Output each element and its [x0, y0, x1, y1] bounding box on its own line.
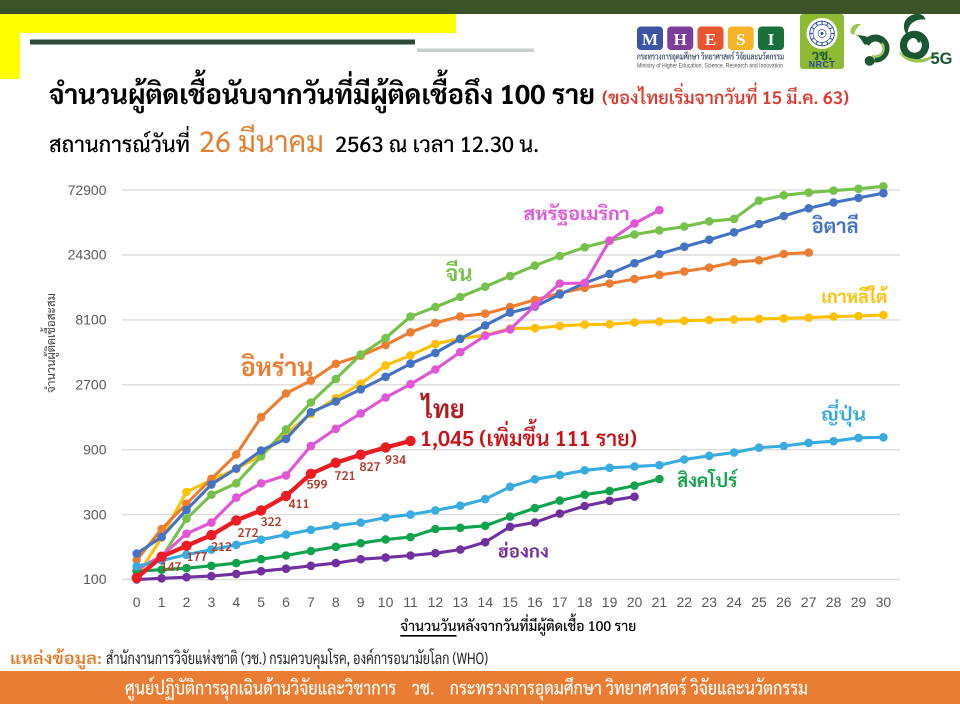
svg-text:30: 30 — [876, 594, 892, 610]
svg-text:24300: 24300 — [68, 247, 107, 263]
svg-text:14: 14 — [477, 594, 493, 610]
svg-text:S: S — [736, 30, 745, 49]
svg-text:5: 5 — [257, 594, 265, 610]
svg-text:E: E — [705, 30, 716, 49]
svg-text:0: 0 — [133, 594, 141, 610]
svg-text:17: 17 — [552, 594, 568, 610]
svg-text:26: 26 — [776, 594, 792, 610]
svg-text:22: 22 — [677, 594, 693, 610]
svg-text:12: 12 — [428, 594, 444, 610]
svg-text:29: 29 — [851, 594, 867, 610]
svg-text:2: 2 — [183, 594, 191, 610]
svg-text:H: H — [674, 30, 687, 49]
svg-text:72900: 72900 — [68, 182, 107, 198]
svg-text:28: 28 — [826, 594, 842, 610]
svg-text:27: 27 — [801, 594, 817, 610]
svg-text:900: 900 — [83, 441, 107, 457]
svg-text:13: 13 — [453, 594, 469, 610]
svg-text:8100: 8100 — [75, 312, 106, 328]
svg-text:23: 23 — [701, 594, 717, 610]
svg-text:11: 11 — [403, 594, 418, 610]
svg-text:M: M — [642, 30, 658, 49]
svg-text:3: 3 — [208, 594, 216, 610]
svg-text:6: 6 — [282, 594, 290, 610]
svg-text:19: 19 — [602, 594, 618, 610]
svg-text:1: 1 — [158, 594, 166, 610]
svg-text:7: 7 — [307, 594, 315, 610]
svg-text:15: 15 — [502, 594, 518, 610]
svg-text:Ministry of Higher Education,: Ministry of Higher Education, Science, R… — [637, 63, 783, 70]
svg-text:NRCT: NRCT — [809, 60, 836, 70]
svg-text:16: 16 — [527, 594, 543, 610]
svg-text:21: 21 — [652, 594, 668, 610]
svg-text:4: 4 — [232, 594, 240, 610]
svg-text:18: 18 — [577, 594, 593, 610]
svg-text:9: 9 — [357, 594, 365, 610]
svg-text:2700: 2700 — [75, 377, 106, 393]
svg-text:5G: 5G — [931, 50, 953, 68]
svg-text:300: 300 — [83, 506, 107, 522]
svg-text:100: 100 — [83, 571, 107, 587]
svg-text:8: 8 — [332, 594, 340, 610]
svg-text:25: 25 — [751, 594, 767, 610]
svg-text:10: 10 — [378, 594, 394, 610]
svg-text:I: I — [768, 30, 775, 49]
svg-text:20: 20 — [627, 594, 643, 610]
svg-text:24: 24 — [726, 594, 742, 610]
